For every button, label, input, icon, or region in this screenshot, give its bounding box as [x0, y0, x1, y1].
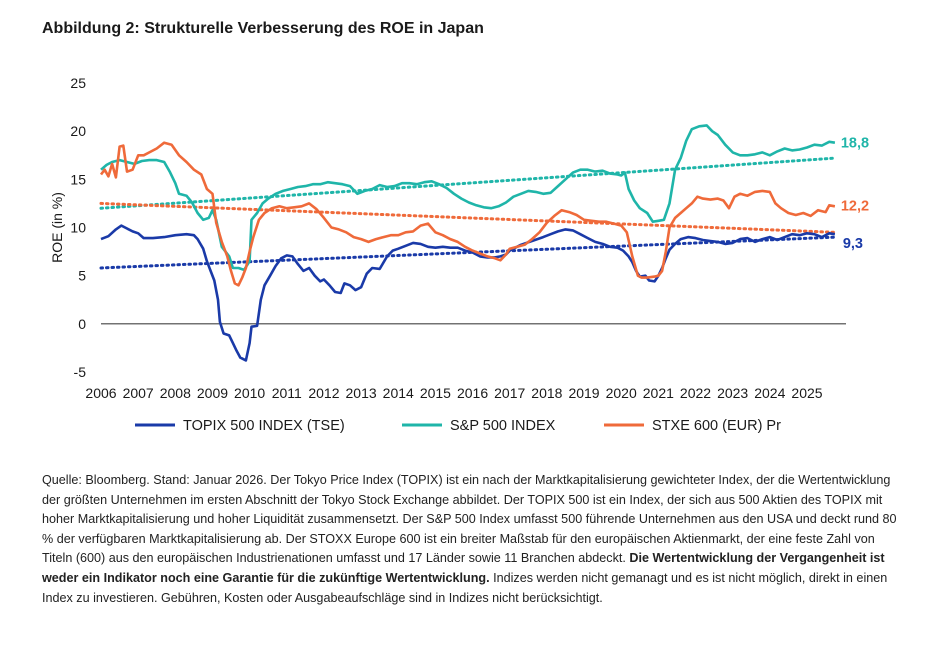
footnote-index-note: Indizes werden nicht gemanagt und es ist… — [42, 570, 888, 605]
legend-label: STXE 600 (EUR) Pr — [652, 418, 781, 434]
footnote: Quelle: Bloomberg. Stand: Januar 2026. D… — [42, 471, 902, 608]
y-axis-label: ROE (in %) — [49, 192, 65, 263]
x-tick-label: 2022 — [680, 385, 711, 401]
legend-label: S&P 500 INDEX — [450, 418, 556, 434]
y-axis: -5 0 5 10 15 20 25 ROE (in %) — [49, 75, 846, 380]
legend: TOPIX 500 INDEX (TSE) S&P 500 INDEX STXE 6… — [135, 418, 781, 434]
x-tick-label: 2010 — [234, 385, 265, 401]
series-lines — [99, 124, 836, 362]
x-tick-label: 2024 — [754, 385, 785, 401]
x-tick-label: 2019 — [568, 385, 599, 401]
x-tick-label: 2006 — [85, 385, 116, 401]
x-tick-label: 2025 — [791, 385, 822, 401]
y-tick-label: 15 — [70, 171, 86, 187]
y-tick-label: 5 — [78, 268, 86, 284]
x-tick-label: 2008 — [160, 385, 191, 401]
footnote-disclaimer-bold: Die Wertentwicklung der Vergangenheit is… — [42, 551, 885, 585]
end-labels: 9,3 18,8 12,2 — [841, 136, 869, 253]
x-tick-label: 2007 — [123, 385, 154, 401]
y-tick-label: 25 — [70, 75, 86, 91]
trend-line — [99, 201, 837, 234]
y-tick-label: 20 — [70, 123, 86, 139]
x-tick-label: 2011 — [272, 385, 302, 401]
y-tick-label: -5 — [74, 364, 87, 380]
x-tick-label: 2014 — [383, 385, 414, 401]
footnote-source-text: Quelle: Bloomberg. Stand: Januar 2026. D… — [42, 473, 897, 566]
x-tick-label: 2023 — [717, 385, 748, 401]
end-value-label: 12,2 — [841, 198, 869, 214]
x-axis: 2006 2007 2008 2009 2010 2011 2012 2013 2014 2015… — [85, 385, 822, 401]
x-tick-label: 2018 — [531, 385, 562, 401]
x-tick-label: 2013 — [346, 385, 377, 401]
chart-title: Abbildung 2: Strukturelle Verbesserung d… — [42, 20, 484, 37]
legend-label: TOPIX 500 INDEX (TSE) — [183, 418, 345, 434]
x-tick-label: 2009 — [197, 385, 228, 401]
x-tick-label: 2016 — [457, 385, 488, 401]
end-value-label: 9,3 — [843, 236, 863, 252]
series-line — [100, 224, 836, 362]
y-tick-label: 0 — [78, 316, 86, 332]
y-tick-label: 10 — [70, 220, 86, 236]
x-tick-label: 2017 — [494, 385, 525, 401]
end-value-label: 18,8 — [841, 136, 869, 152]
trend-line — [99, 156, 837, 210]
x-tick-label: 2021 — [643, 385, 674, 401]
x-tick-label: 2020 — [606, 385, 637, 401]
x-tick-label: 2015 — [420, 385, 451, 401]
x-tick-label: 2012 — [308, 385, 339, 401]
series-line — [99, 141, 836, 287]
